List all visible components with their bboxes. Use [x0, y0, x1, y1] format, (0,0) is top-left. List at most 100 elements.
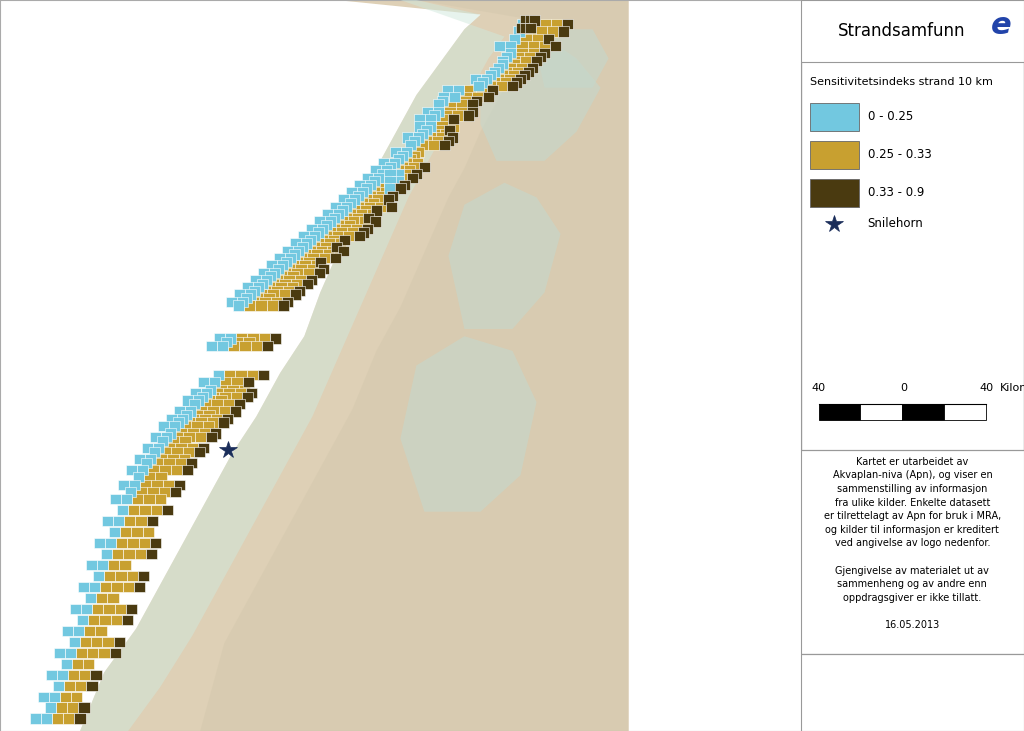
Bar — [220, 377, 231, 387]
Bar — [134, 582, 145, 592]
Bar — [452, 110, 463, 121]
Bar — [114, 637, 125, 647]
Bar — [270, 297, 282, 307]
Bar — [144, 472, 156, 482]
Bar — [347, 216, 358, 227]
Bar — [429, 110, 440, 121]
Bar — [134, 454, 145, 464]
Bar — [519, 70, 530, 80]
Bar — [392, 169, 403, 179]
Bar — [447, 121, 459, 132]
Bar — [89, 582, 100, 592]
Polygon shape — [449, 183, 560, 329]
Bar — [509, 56, 520, 66]
Bar — [141, 458, 153, 468]
Bar — [450, 92, 461, 102]
Bar — [60, 692, 72, 702]
Bar — [494, 63, 505, 73]
Bar — [431, 136, 442, 146]
Bar — [270, 333, 281, 344]
Bar — [167, 454, 178, 464]
Bar — [153, 458, 164, 468]
Bar — [314, 257, 326, 267]
Bar — [189, 388, 201, 398]
Bar — [361, 183, 373, 194]
Bar — [170, 487, 181, 497]
Bar — [191, 421, 203, 431]
Polygon shape — [537, 29, 608, 88]
Bar — [354, 231, 366, 241]
Bar — [56, 702, 68, 713]
Bar — [120, 527, 131, 537]
Bar — [116, 538, 127, 548]
Bar — [367, 209, 378, 219]
Bar — [344, 209, 355, 219]
Bar — [341, 202, 352, 212]
Bar — [338, 194, 349, 205]
Bar — [38, 692, 49, 702]
Bar — [83, 659, 94, 669]
Bar — [215, 395, 226, 406]
Bar — [242, 282, 253, 292]
Bar — [233, 289, 245, 300]
Bar — [271, 286, 283, 296]
Bar — [276, 271, 288, 281]
Bar — [299, 260, 310, 270]
Bar — [483, 92, 494, 102]
Bar — [197, 406, 208, 417]
Bar — [417, 129, 428, 139]
Bar — [267, 289, 279, 300]
Bar — [249, 286, 260, 296]
Bar — [317, 264, 329, 274]
Bar — [336, 216, 347, 227]
Bar — [201, 388, 212, 398]
Bar — [388, 169, 399, 179]
Bar — [442, 85, 454, 95]
Bar — [508, 70, 519, 80]
Bar — [216, 385, 227, 395]
Bar — [289, 260, 299, 270]
Bar — [313, 227, 325, 238]
Bar — [439, 129, 451, 139]
Bar — [317, 224, 329, 234]
Bar — [156, 454, 167, 464]
Bar — [349, 194, 360, 205]
Bar — [147, 487, 159, 497]
Bar — [439, 140, 450, 150]
Bar — [85, 593, 96, 603]
Bar — [182, 395, 193, 406]
Bar — [230, 392, 242, 402]
Bar — [550, 41, 561, 51]
Bar — [280, 279, 291, 289]
Bar — [332, 231, 343, 241]
Bar — [219, 392, 230, 402]
Bar — [322, 209, 333, 219]
Bar — [370, 176, 380, 186]
Bar — [104, 571, 116, 581]
Bar — [49, 692, 60, 702]
Bar — [172, 432, 183, 442]
Bar — [527, 48, 539, 58]
Bar — [275, 282, 287, 292]
Bar — [121, 494, 132, 504]
Bar — [126, 465, 137, 475]
Bar — [163, 480, 174, 490]
Bar — [65, 681, 76, 691]
Bar — [368, 198, 379, 208]
Bar — [511, 77, 522, 88]
Bar — [245, 300, 255, 311]
Bar — [407, 173, 418, 183]
Bar — [373, 173, 384, 183]
Bar — [359, 205, 371, 216]
Bar — [120, 560, 130, 570]
Bar — [155, 494, 166, 504]
Bar — [512, 52, 523, 62]
Bar — [421, 136, 431, 146]
Bar — [252, 293, 263, 303]
Bar — [403, 165, 415, 175]
Bar — [412, 158, 423, 168]
Bar — [535, 52, 546, 62]
Bar — [296, 264, 307, 274]
Bar — [319, 242, 331, 252]
Bar — [92, 604, 103, 614]
